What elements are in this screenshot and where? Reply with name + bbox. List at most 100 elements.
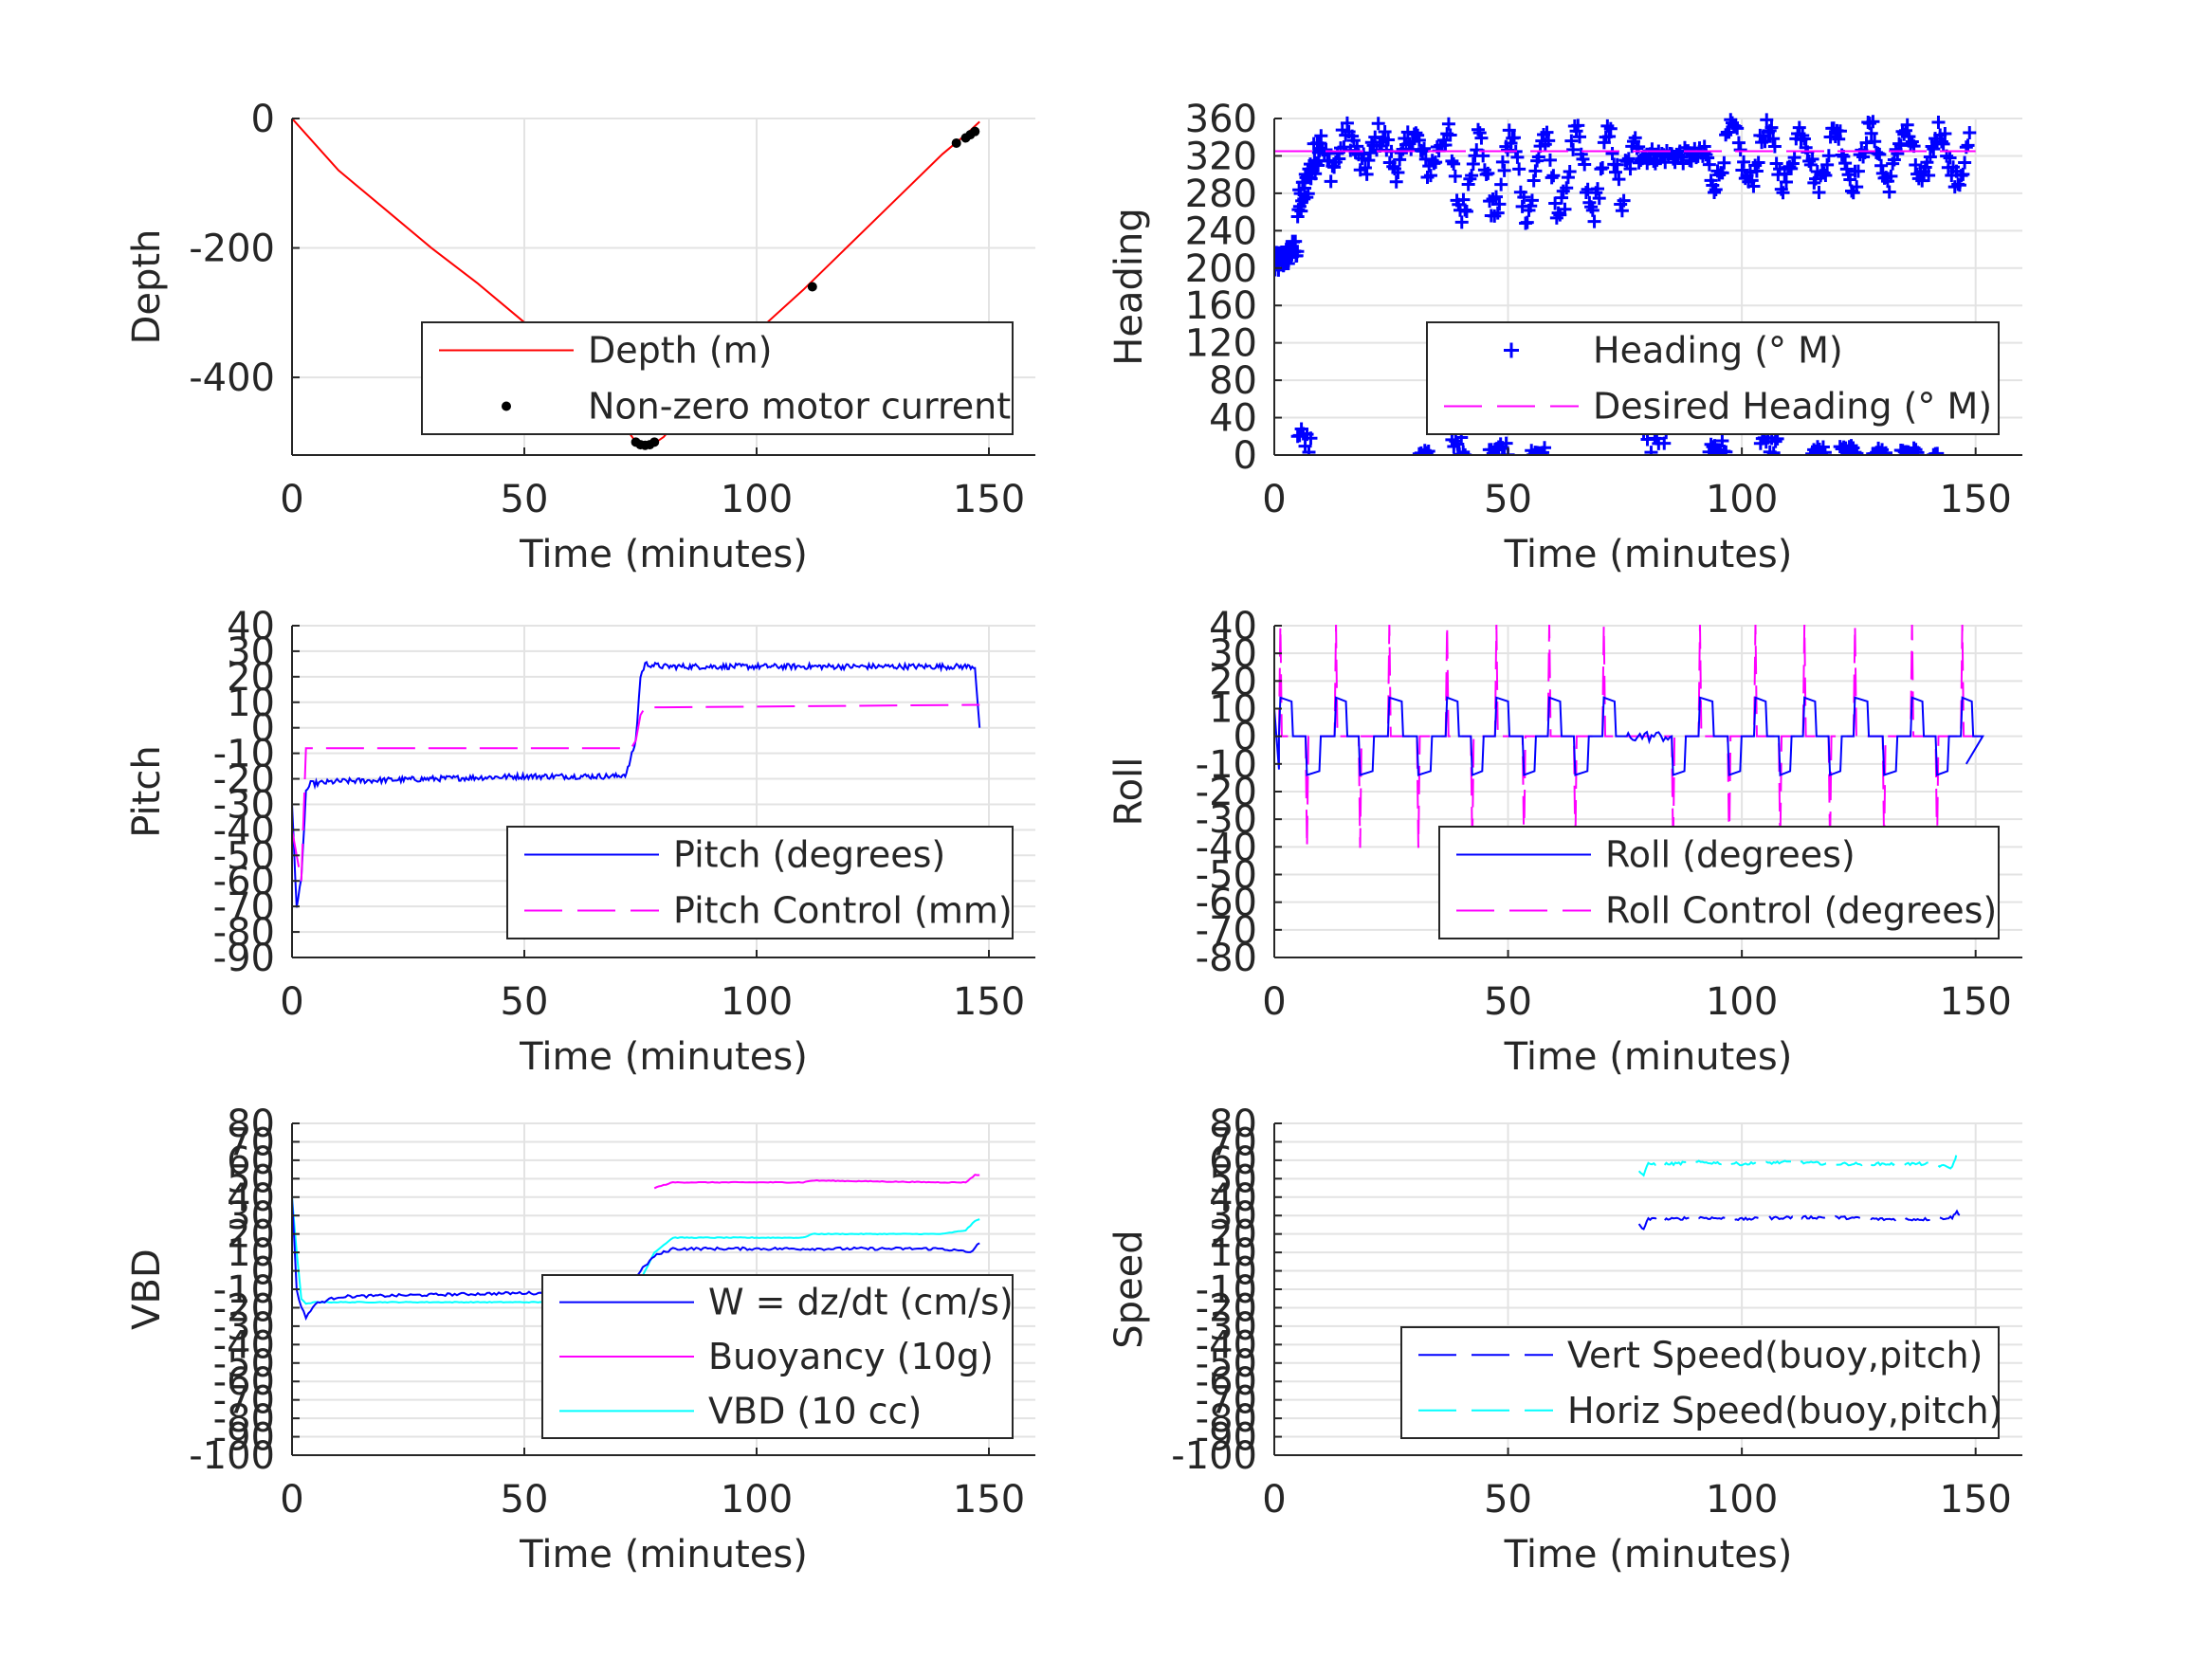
- y-tick-label: -40: [213, 809, 275, 852]
- y-tick-label: 20: [227, 1213, 275, 1257]
- y-tick-label: -60: [213, 860, 275, 903]
- y-tick-label: 240: [1185, 210, 1257, 253]
- legend-label: Roll Control (degrees): [1605, 890, 1997, 932]
- y-tick-label: -20: [1196, 771, 1257, 814]
- chart-depth: 0 50 100 150 -400 -200 0 Time (minutes) Depth Dep…: [125, 98, 1035, 576]
- y-tick-label: 30: [227, 630, 275, 674]
- x-tick-label: 50: [501, 1478, 549, 1522]
- y-tick-label: 40: [1209, 1176, 1257, 1220]
- legend-box: [506, 826, 1014, 939]
- x-tick-label: 0: [280, 1478, 303, 1522]
- legend-label: VBD (10 cc): [708, 1390, 922, 1431]
- plot-area: [1274, 625, 1984, 848]
- y-tick-label: -200: [189, 228, 275, 271]
- y-tick-label: -70: [213, 885, 275, 929]
- y-tick-label: 40: [1209, 397, 1257, 441]
- y-tick-label: -60: [1196, 1360, 1257, 1404]
- y-tick-label: -20: [213, 758, 275, 802]
- y-tick-label: 30: [1209, 632, 1257, 676]
- y-tick-label: -30: [213, 1305, 275, 1349]
- y-tick-label: 40: [227, 605, 275, 648]
- y-tick-label: -50: [1196, 854, 1257, 898]
- x-tick-label: 0: [280, 980, 303, 1024]
- y-tick-label: -80: [213, 911, 275, 955]
- y-tick-label: 80: [227, 1103, 275, 1146]
- y-tick-label: 280: [1185, 173, 1257, 216]
- y-tick-label: 20: [1209, 1213, 1257, 1257]
- y-tick-label: 0: [251, 707, 275, 751]
- y-tick-label: 10: [227, 682, 275, 725]
- legend-box: [1438, 826, 2000, 939]
- y-tick-label: 0: [1234, 434, 1257, 478]
- x-tick-label: 150: [1940, 1478, 2012, 1522]
- y-axis-label: Depth: [125, 229, 169, 345]
- y-tick-label: -10: [1196, 1268, 1257, 1312]
- y-tick-label: -50: [1196, 1342, 1257, 1386]
- y-tick-label: -10: [213, 1268, 275, 1312]
- motor-current-point: [649, 437, 660, 447]
- plot-area: [292, 660, 981, 908]
- chart-pitch: 0 50 100 150-90-80-70-60-50-40-30-20-100102…: [125, 605, 1035, 1079]
- x-tick-label: 100: [721, 478, 793, 521]
- legend-box: [421, 321, 1014, 435]
- x-tick-label: 150: [1940, 980, 2012, 1024]
- y-tick-label: -100: [1171, 1434, 1257, 1478]
- x-tick-label: 100: [721, 980, 793, 1024]
- y-tick-label: -80: [213, 1397, 275, 1441]
- series-pitch-control-line: [292, 703, 980, 882]
- y-tick-label: -30: [1196, 1305, 1257, 1349]
- plot-area: [1637, 1149, 1963, 1231]
- y-tick-label: -30: [1196, 798, 1257, 842]
- y-tick-label: -50: [213, 834, 275, 878]
- y-tick-label: 70: [227, 1121, 275, 1164]
- x-tick-label: 0: [1262, 1478, 1286, 1522]
- legend-label: Desired Heading (° M): [1593, 386, 1992, 428]
- y-tick-label: -70: [1196, 1379, 1257, 1423]
- legend-label: Horiz Speed(buoy,pitch): [1567, 1390, 2002, 1431]
- y-tick-label: 80: [1209, 1103, 1257, 1146]
- y-tick-label: -90: [213, 937, 275, 980]
- series-heading-points: [1274, 113, 1977, 455]
- y-axis-label: Speed: [1107, 1230, 1151, 1348]
- x-tick-label: 0: [280, 478, 303, 521]
- y-tick-label: -400: [189, 356, 275, 400]
- x-tick-label: 150: [953, 980, 1025, 1024]
- y-tick-label: 60: [227, 1139, 275, 1183]
- y-tick-label: 200: [1185, 247, 1257, 291]
- y-tick-label: -100: [189, 1434, 275, 1478]
- y-tick-label: 20: [227, 656, 275, 700]
- y-tick-label: 40: [227, 1176, 275, 1220]
- y-tick-label: 120: [1185, 322, 1257, 366]
- y-tick-label: 50: [1209, 1158, 1257, 1201]
- y-tick-label: -60: [1196, 882, 1257, 925]
- series-roll-line: [1274, 696, 1984, 776]
- y-tick-label: 320: [1185, 135, 1257, 178]
- legend: W = dz/dt (cm/s) Buoyancy (10g) VBD (10 cc…: [541, 1274, 1014, 1439]
- y-axis-label: Heading: [1107, 208, 1151, 365]
- x-axis-label: Time (minutes): [1504, 533, 1793, 576]
- y-tick-label: 360: [1185, 98, 1257, 141]
- y-axis-label: VBD: [125, 1249, 169, 1330]
- motor-current-point: [807, 282, 817, 292]
- x-axis-label: Time (minutes): [519, 533, 808, 576]
- y-tick-label: -80: [1196, 937, 1257, 980]
- x-tick-label: 100: [1706, 478, 1778, 521]
- legend-box: [1426, 321, 2000, 435]
- x-axis-label: Time (minutes): [519, 1035, 808, 1079]
- x-tick-label: 50: [501, 980, 549, 1024]
- legend-label: Heading (° M): [1593, 330, 1843, 372]
- chart-vbd: 0 50 100 150-100-90-80-70-60-50-40-30-20-10…: [125, 1103, 1035, 1577]
- y-tick-label: -20: [1196, 1286, 1257, 1330]
- y-tick-label: 60: [1209, 1139, 1257, 1183]
- x-tick-label: 150: [953, 1478, 1025, 1522]
- legend-marker: [1504, 342, 1519, 358]
- y-tick-label: -20: [213, 1286, 275, 1330]
- y-tick-label: -90: [1196, 1416, 1257, 1460]
- y-tick-label: 0: [251, 98, 275, 141]
- y-axis-label: Pitch: [125, 745, 169, 837]
- x-tick-label: 100: [1706, 980, 1778, 1024]
- x-tick-label: 0: [1262, 980, 1286, 1024]
- y-tick-label: 0: [1234, 716, 1257, 759]
